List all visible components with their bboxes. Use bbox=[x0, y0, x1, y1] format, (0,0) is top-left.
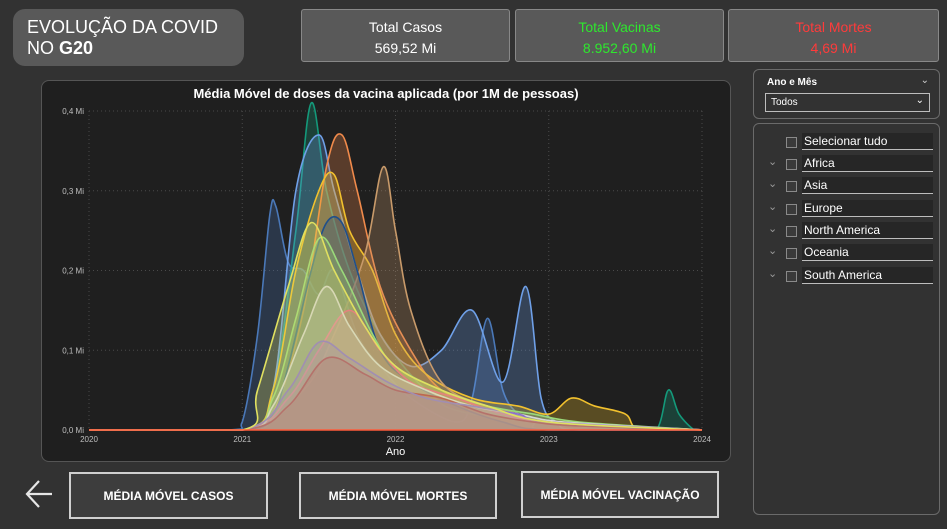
kpi-value: 8.952,60 Mi bbox=[582, 40, 657, 56]
kpi-label: Total Vacinas bbox=[578, 19, 661, 35]
series-line-10 bbox=[89, 356, 703, 431]
dashboard-title: EVOLUÇÃO DA COVID NO G20 bbox=[13, 9, 244, 66]
title-line-1: EVOLUÇÃO DA COVID bbox=[27, 17, 219, 37]
series-area-9 bbox=[89, 286, 702, 430]
kpi-total-casos: Total Casos 569,52 Mi bbox=[301, 9, 510, 62]
x-axis-label: Ano bbox=[386, 446, 406, 458]
series-area-4 bbox=[89, 172, 702, 431]
list-item-label: South America bbox=[802, 267, 933, 284]
series-area-7 bbox=[89, 237, 702, 430]
vaccination-area-chart[interactable]: 0,0 Mi 0,1 Mi 0,2 Mi 0,3 Mi 0,4 Mi 2020 2021 20… bbox=[42, 81, 732, 463]
list-item-south-america[interactable]: ⌄ South America bbox=[754, 267, 941, 287]
checkbox[interactable] bbox=[786, 204, 797, 215]
kpi-total-mortes: Total Mortes 4,69 Mi bbox=[728, 9, 939, 62]
kpi-total-vacinas: Total Vacinas 8.952,60 Mi bbox=[515, 9, 724, 62]
media-movel-casos-button[interactable]: MÉDIA MÓVEL CASOS bbox=[69, 472, 268, 519]
chevron-down-icon[interactable]: ⌄ bbox=[920, 75, 929, 86]
list-item-label: North America bbox=[802, 222, 933, 239]
x-tick-label: 2023 bbox=[540, 435, 558, 444]
checkbox[interactable] bbox=[786, 271, 797, 282]
list-item-label: Asia bbox=[802, 177, 933, 194]
y-tick-label: 0,3 Mi bbox=[62, 187, 84, 196]
back-arrow-icon[interactable] bbox=[24, 478, 54, 510]
series-line-2 bbox=[89, 134, 702, 431]
list-item-north-america[interactable]: ⌄ North America bbox=[754, 222, 941, 242]
checkbox[interactable] bbox=[786, 181, 797, 192]
checkbox[interactable] bbox=[786, 137, 797, 148]
series-area-8 bbox=[89, 310, 702, 430]
series-area-10 bbox=[89, 357, 702, 430]
chevron-down-icon: ⌄ bbox=[915, 95, 924, 106]
title-prefix: NO bbox=[27, 38, 60, 58]
series-area-1 bbox=[89, 102, 702, 431]
year-month-filter: Ano e Mês ⌄ Todos ⌄ bbox=[753, 69, 940, 119]
series-line-9 bbox=[89, 285, 703, 431]
series-area-6 bbox=[89, 216, 702, 430]
chevron-down-icon[interactable]: ⌄ bbox=[768, 223, 778, 235]
chevron-down-icon[interactable]: ⌄ bbox=[768, 156, 778, 168]
x-tick-label: 2021 bbox=[233, 435, 251, 444]
year-month-dropdown[interactable]: Todos ⌄ bbox=[765, 93, 930, 112]
series-area-12 bbox=[89, 222, 702, 430]
series-line-1 bbox=[89, 102, 702, 431]
series-line-7 bbox=[89, 236, 703, 431]
checkbox[interactable] bbox=[786, 226, 797, 237]
title-g20: G20 bbox=[59, 38, 94, 58]
list-item-oceania[interactable]: ⌄ Oceania bbox=[754, 244, 941, 264]
title-line-2: NO G20 bbox=[27, 38, 230, 59]
kpi-value: 4,69 Mi bbox=[810, 40, 857, 56]
y-tick-label: 0,1 Mi bbox=[62, 346, 84, 355]
list-item-label: Europe bbox=[802, 200, 933, 217]
y-tick-label: 0,2 Mi bbox=[62, 267, 84, 276]
media-movel-vacinacao-button[interactable]: MÉDIA MÓVEL VACINAÇÃO bbox=[521, 471, 719, 518]
media-movel-mortes-button[interactable]: MÉDIA MÓVEL MORTES bbox=[299, 472, 497, 519]
checkbox[interactable] bbox=[786, 248, 797, 259]
series-line-4 bbox=[89, 171, 702, 431]
checkbox[interactable] bbox=[786, 159, 797, 170]
list-item-label: Oceania bbox=[802, 244, 933, 261]
list-item-africa[interactable]: ⌄ Africa bbox=[754, 155, 941, 175]
filter-title: Ano e Mês bbox=[767, 77, 818, 88]
list-item-label: Africa bbox=[802, 155, 933, 172]
y-tick-label: 0,0 Mi bbox=[62, 426, 84, 435]
series-area-5 bbox=[89, 166, 702, 430]
chevron-down-icon[interactable]: ⌄ bbox=[768, 245, 778, 257]
x-tick-label: 2020 bbox=[80, 435, 98, 444]
list-item-label: Selecionar tudo bbox=[802, 133, 933, 150]
kpi-value: 569,52 Mi bbox=[374, 40, 437, 56]
chevron-down-icon[interactable]: ⌄ bbox=[768, 178, 778, 190]
dropdown-value: Todos bbox=[771, 97, 798, 108]
x-tick-label: 2022 bbox=[387, 435, 405, 444]
x-tick-label: 2024 bbox=[693, 435, 711, 444]
y-tick-label: 0,4 Mi bbox=[62, 107, 84, 116]
kpi-label: Total Casos bbox=[368, 19, 443, 35]
chevron-down-icon[interactable]: ⌄ bbox=[768, 268, 778, 280]
series-area-11 bbox=[89, 341, 702, 430]
kpi-label: Total Mortes bbox=[795, 19, 872, 35]
list-item-asia[interactable]: ⌄ Asia bbox=[754, 177, 941, 197]
chevron-down-icon[interactable]: ⌄ bbox=[768, 201, 778, 213]
series-line-12 bbox=[89, 221, 703, 431]
list-item-select-all[interactable]: Selecionar tudo bbox=[754, 133, 941, 153]
vaccination-chart-panel: Média Móvel de doses da vacina aplicada … bbox=[41, 80, 731, 462]
list-item-europe[interactable]: ⌄ Europe bbox=[754, 200, 941, 220]
chart-title: Média Móvel de doses da vacina aplicada … bbox=[193, 86, 579, 101]
continent-slicer: Selecionar tudo ⌄ Africa ⌄ Asia ⌄ Europe… bbox=[753, 123, 940, 515]
